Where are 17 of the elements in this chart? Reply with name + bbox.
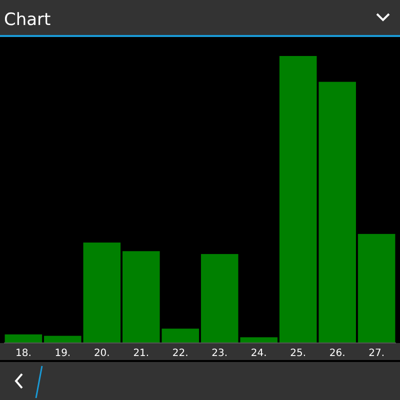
chart-title: Chart	[4, 10, 52, 30]
x-tick-label: 26.	[329, 348, 346, 359]
x-tick-label: 27.	[368, 348, 385, 359]
x-tick-label: 21.	[133, 348, 150, 359]
bar	[318, 82, 356, 343]
bar	[83, 242, 121, 343]
x-tick-label: 18.	[15, 348, 32, 359]
x-tick-label: 24.	[250, 348, 267, 359]
bar	[358, 234, 396, 343]
x-tick-label: 22.	[172, 348, 188, 359]
x-tick-label: 25.	[290, 348, 306, 359]
x-tick-label: 20.	[94, 348, 110, 359]
bar	[279, 56, 317, 343]
x-tick-label: 19.	[54, 348, 71, 359]
bar	[44, 336, 82, 343]
x-tick-label: 23.	[212, 348, 228, 359]
bar	[4, 334, 42, 343]
